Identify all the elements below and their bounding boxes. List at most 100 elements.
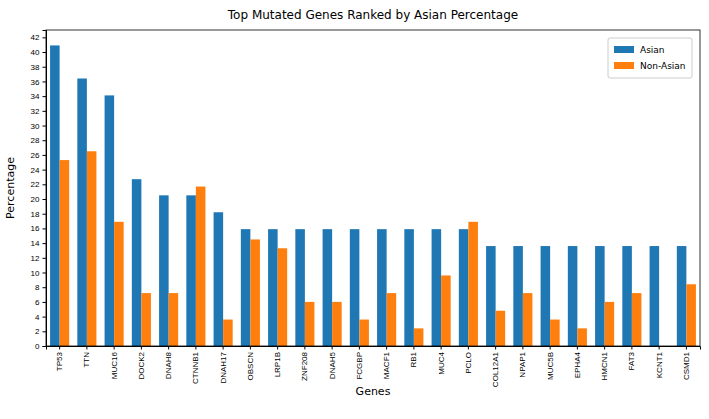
bar bbox=[686, 284, 696, 346]
x-tick-label: CSMD1 bbox=[682, 351, 691, 380]
bar bbox=[513, 246, 523, 346]
bar bbox=[186, 195, 196, 346]
y-tick-label: 28 bbox=[31, 136, 40, 145]
y-tick-label: 12 bbox=[31, 254, 40, 263]
x-tick-label: DNAH17 bbox=[219, 351, 228, 383]
y-tick-mark bbox=[43, 37, 47, 38]
x-tick: PCLO bbox=[464, 346, 473, 374]
bar bbox=[332, 302, 342, 346]
y-tick-label: 22 bbox=[31, 180, 40, 189]
x-tick-mark bbox=[195, 346, 196, 350]
y-tick-label: 0 bbox=[35, 342, 40, 351]
y-tick: 0 bbox=[35, 342, 46, 351]
y-tick: 8 bbox=[35, 283, 46, 292]
x-tick-mark bbox=[495, 346, 496, 350]
y-tick: 4 bbox=[35, 313, 46, 322]
y-tick-mark bbox=[43, 126, 47, 127]
plot-frame bbox=[46, 30, 700, 346]
y-tick-label: 34 bbox=[31, 92, 40, 101]
legend-swatch bbox=[614, 46, 634, 53]
x-tick: MACF1 bbox=[382, 346, 391, 379]
y-axis-line bbox=[43, 31, 47, 347]
y-axis: 024681012141618202224262830323436384042 bbox=[31, 31, 47, 352]
x-tick-label: TP53 bbox=[55, 351, 64, 371]
x-tick: OBSCN bbox=[246, 346, 255, 380]
x-tick-label: EPHA4 bbox=[573, 351, 582, 378]
legend-label: Non-Asian bbox=[640, 61, 686, 71]
plot-area: 024681012141618202224262830323436384042T… bbox=[31, 30, 701, 387]
x-tick-mark bbox=[141, 346, 142, 350]
x-tick-mark bbox=[468, 346, 469, 350]
y-tick: 38 bbox=[31, 63, 46, 72]
series-bars bbox=[50, 45, 686, 346]
y-tick-label: 26 bbox=[31, 151, 40, 160]
x-tick: MUC4 bbox=[437, 346, 446, 375]
x-tick: DNAH8 bbox=[164, 346, 173, 379]
x-tick-mark bbox=[304, 346, 305, 350]
x-tick-mark bbox=[86, 346, 87, 350]
title: Top Mutated Genes Ranked by Asian Percen… bbox=[227, 8, 518, 22]
x-tick-label: FCGBP bbox=[355, 352, 364, 380]
y-tick-mark bbox=[43, 258, 47, 259]
y-tick-mark bbox=[43, 302, 47, 303]
x-tick-label: RB1 bbox=[409, 351, 418, 367]
bar bbox=[359, 320, 369, 346]
x-tick-label: KCNT1 bbox=[655, 351, 664, 378]
bar bbox=[323, 229, 333, 346]
x-tick-mark bbox=[386, 346, 387, 350]
bar bbox=[250, 239, 260, 346]
bar bbox=[404, 229, 414, 346]
y-tick-mark bbox=[43, 214, 47, 215]
bar bbox=[132, 179, 142, 346]
y-tick-mark bbox=[43, 331, 47, 332]
y-tick-label: 42 bbox=[31, 33, 40, 42]
x-tick-label: DNAH5 bbox=[328, 351, 337, 379]
x-tick-mark bbox=[659, 346, 660, 350]
y-tick: 14 bbox=[31, 239, 46, 248]
x-tick-mark bbox=[359, 346, 360, 350]
bars bbox=[50, 45, 696, 346]
bar bbox=[241, 229, 251, 346]
x-tick-mark bbox=[277, 346, 278, 350]
bar bbox=[50, 45, 60, 346]
y-tick-label: 38 bbox=[31, 63, 40, 72]
bar bbox=[278, 248, 288, 346]
x-tick-label: MUC5B bbox=[546, 352, 555, 380]
bar bbox=[169, 293, 179, 346]
bar bbox=[632, 293, 642, 346]
y-tick: 24 bbox=[31, 166, 46, 175]
bar bbox=[223, 320, 233, 346]
x-tick-mark bbox=[114, 346, 115, 350]
x-tick: DOCK2 bbox=[137, 346, 146, 380]
bar bbox=[87, 151, 97, 346]
x-tick: KCNT1 bbox=[655, 346, 664, 378]
series-bars bbox=[60, 151, 696, 346]
x-tick: DNAH17 bbox=[219, 346, 228, 384]
chart: 024681012141618202224262830323436384042T… bbox=[0, 0, 709, 419]
x-tick: MUC16 bbox=[110, 346, 119, 379]
x-tick-mark bbox=[332, 346, 333, 350]
x-tick-mark bbox=[522, 346, 523, 350]
y-tick-label: 36 bbox=[31, 78, 40, 87]
bar bbox=[541, 246, 551, 346]
x-tick: NPAP1 bbox=[518, 346, 527, 378]
bar bbox=[295, 229, 305, 346]
y-tick-mark bbox=[43, 243, 47, 244]
y-tick-mark bbox=[43, 81, 47, 82]
x-tick: HMCN1 bbox=[600, 346, 609, 380]
y-tick: 28 bbox=[31, 136, 46, 145]
y-tick-mark bbox=[43, 170, 47, 171]
bar bbox=[468, 222, 478, 346]
y-tick: 10 bbox=[31, 269, 46, 278]
legend-item: Asian bbox=[614, 45, 665, 55]
x-axis-title: Genes bbox=[356, 385, 391, 398]
x-tick-label: MACF1 bbox=[382, 351, 391, 379]
y-tick: 36 bbox=[31, 78, 46, 87]
y-tick-label: 18 bbox=[31, 210, 40, 219]
y-tick: 6 bbox=[35, 298, 46, 307]
x-tick-label: HMCN1 bbox=[600, 351, 609, 380]
y-tick: 40 bbox=[31, 48, 46, 57]
y-tick-mark bbox=[43, 52, 47, 53]
y-tick-mark bbox=[43, 67, 47, 68]
y-tick-label: 20 bbox=[31, 195, 40, 204]
